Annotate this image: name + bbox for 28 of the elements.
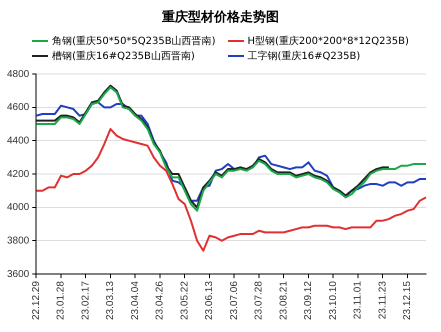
x-tick-label: 23.07.28 xyxy=(254,280,265,320)
x-tick-label: 23.03.13 xyxy=(105,280,116,320)
y-tick-label: 4600 xyxy=(6,102,30,114)
legend-label: 槽钢(重庆16#Q235B山西晋南) xyxy=(52,50,195,63)
x-tick-label: 23.08.21 xyxy=(278,280,290,320)
x-tick-label: 23.04.04 xyxy=(130,280,141,320)
y-tick-label: 4800 xyxy=(6,68,30,80)
x-tick-label: 23.07.06 xyxy=(228,280,240,320)
x-tick-label: 23.02.17 xyxy=(80,280,92,320)
x-tick-label: 23.09.12 xyxy=(303,280,314,320)
y-tick-label: 4000 xyxy=(6,202,30,214)
legend-label: H型钢(重庆200*200*8*12Q235B) xyxy=(248,34,409,48)
x-tick-label: 23.06.13 xyxy=(204,280,216,320)
y-tick-label: 3600 xyxy=(6,268,30,280)
x-tick-label: 23.11.01 xyxy=(352,280,364,320)
legend-label: 角钢(重庆50*50*5Q235B山西晋南) xyxy=(52,34,216,48)
x-tick-label: 23.01.28 xyxy=(56,280,67,320)
x-tick-label: 23.04.26 xyxy=(154,280,166,320)
x-tick-label: 23.05.22 xyxy=(179,280,190,320)
legend-label: 工字钢(重庆16#Q235B) xyxy=(248,50,360,63)
x-tick-label: 23.10.10 xyxy=(328,280,339,320)
chart-title: 重庆型材价格走势图 xyxy=(161,8,280,26)
x-tick-label: 22.12.29 xyxy=(30,280,42,320)
y-tick-label: 3800 xyxy=(6,235,30,246)
y-tick-label: 4200 xyxy=(6,168,30,180)
x-tick-label: 23.11.23 xyxy=(377,280,388,320)
y-tick-label: 4400 xyxy=(6,135,30,146)
x-tick-label: 23.12.15 xyxy=(402,280,414,320)
